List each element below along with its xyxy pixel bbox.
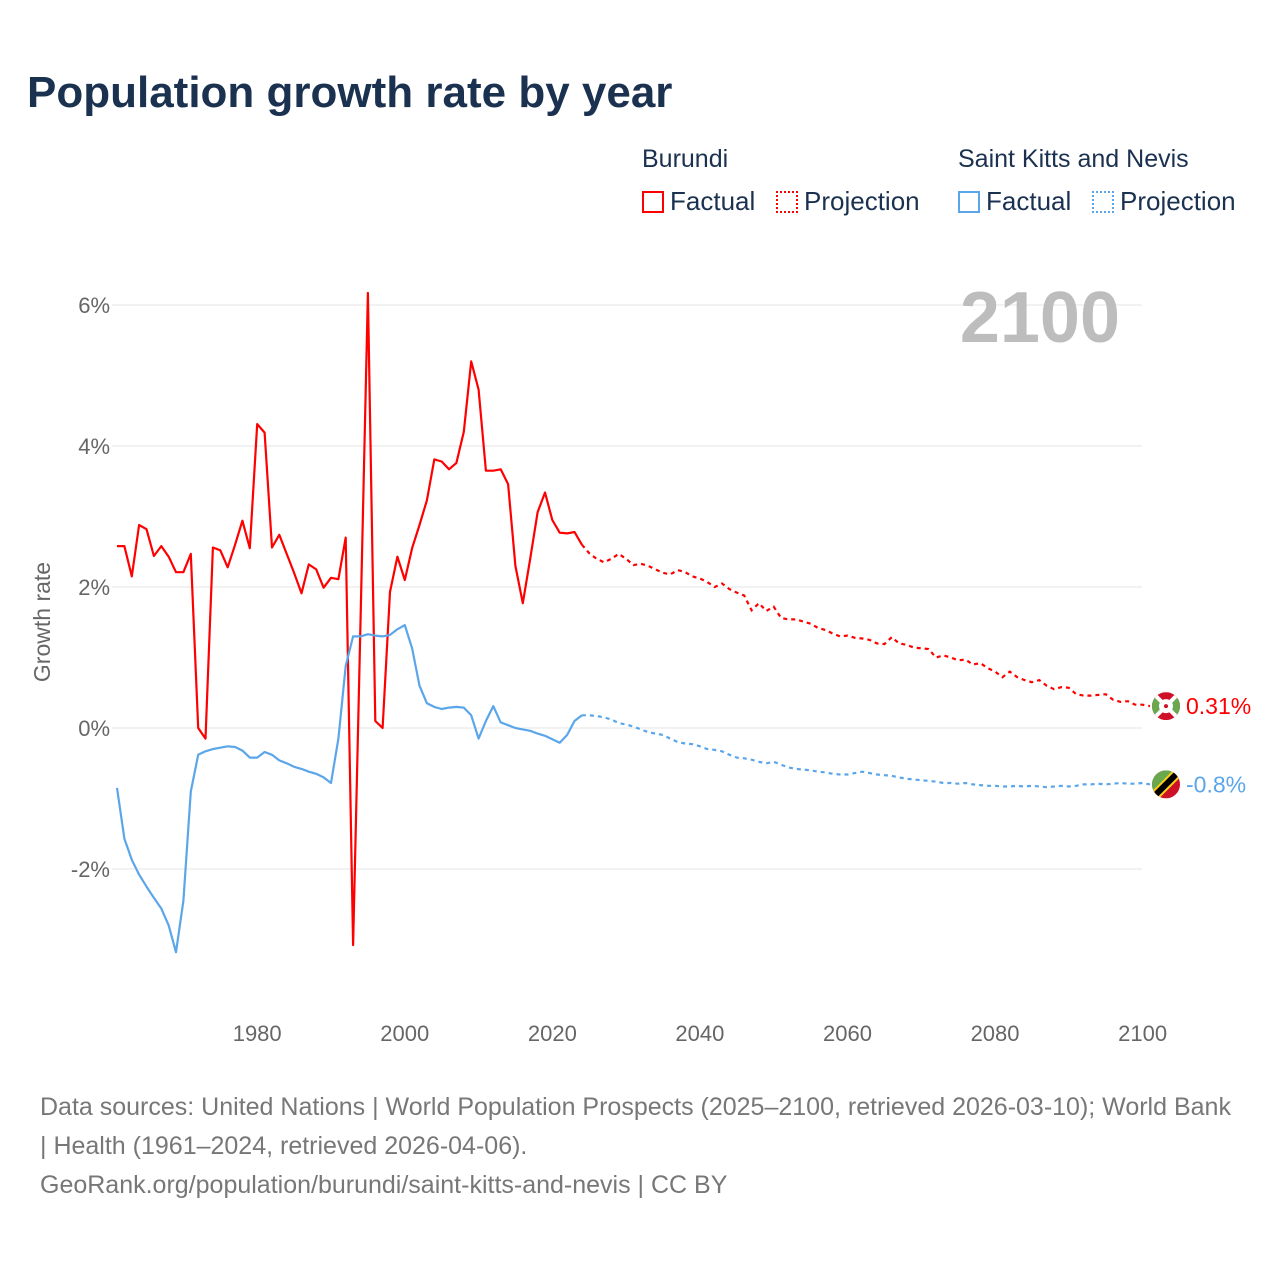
data-sources: Data sources: United Nations | World Pop… bbox=[40, 1093, 1231, 1160]
footer: Data sources: United Nations | World Pop… bbox=[40, 1088, 1240, 1205]
legend-burundi-factual[interactable]: Factual bbox=[642, 186, 755, 217]
x-tick-label: 2100 bbox=[1118, 1021, 1167, 1046]
x-tick-label: 2040 bbox=[675, 1021, 724, 1046]
y-tick-label: 6% bbox=[78, 293, 110, 318]
y-tick-label: 4% bbox=[78, 434, 110, 459]
legend-label: Factual bbox=[670, 186, 756, 216]
legend-swatch-solid bbox=[958, 190, 980, 213]
x-tick-label: 2020 bbox=[528, 1021, 577, 1046]
year-watermark: 2100 bbox=[960, 278, 1120, 358]
burundi-factual-line bbox=[117, 291, 583, 947]
legend-group-saint-kitts-and-nevis: Saint Kitts and Nevis bbox=[958, 145, 1189, 173]
burundi-projection-line bbox=[581, 543, 1151, 708]
legend-burundi-projection[interactable]: Projection bbox=[776, 186, 920, 217]
source-link[interactable]: GeoRank.org/population/burundi/saint-kit… bbox=[40, 1171, 728, 1199]
legend-swatch-dotted bbox=[776, 190, 798, 213]
saint-kitts-and-nevis-projection-line bbox=[581, 714, 1151, 789]
saint-kitts-and-nevis-end-value: -0.8% bbox=[1186, 771, 1246, 797]
legend-group-burundi: Burundi bbox=[642, 145, 729, 173]
legend-skn-projection[interactable]: Projection bbox=[1092, 186, 1236, 217]
x-tick-label: 1980 bbox=[233, 1021, 282, 1046]
legend-label: Projection bbox=[804, 186, 920, 216]
chart-title: Population growth rate by year bbox=[27, 68, 673, 117]
legend-label: Projection bbox=[1120, 186, 1236, 216]
saint-kitts-and-nevis-factual-line bbox=[115, 624, 583, 954]
burundi-end-value: 0.31% bbox=[1186, 693, 1251, 719]
legend-swatch-dotted bbox=[1092, 190, 1114, 213]
y-tick-label: -2% bbox=[71, 857, 110, 882]
series-lines bbox=[115, 291, 1151, 954]
end-labels: 0.31% -0.8% bbox=[1152, 692, 1251, 799]
x-tick-label: 2000 bbox=[380, 1021, 429, 1046]
saint-kitts-and-nevis-flag-icon bbox=[1152, 770, 1180, 799]
legend-skn-factual[interactable]: Factual bbox=[958, 186, 1071, 217]
legend-swatch-solid bbox=[642, 190, 664, 213]
y-tick-label: 2% bbox=[78, 575, 110, 600]
y-axis-label: Growth rate bbox=[29, 562, 55, 682]
x-tick-label: 2080 bbox=[971, 1021, 1020, 1046]
legend-label: Factual bbox=[986, 186, 1072, 216]
x-tick-label: 2060 bbox=[823, 1021, 872, 1046]
grid: 6% 4% 2% 0% -2% 1980 2000 2020 2040 2060 2080 2100 bbox=[71, 293, 1167, 1046]
y-tick-label: 0% bbox=[78, 716, 110, 741]
burundi-flag-icon bbox=[1152, 692, 1180, 721]
